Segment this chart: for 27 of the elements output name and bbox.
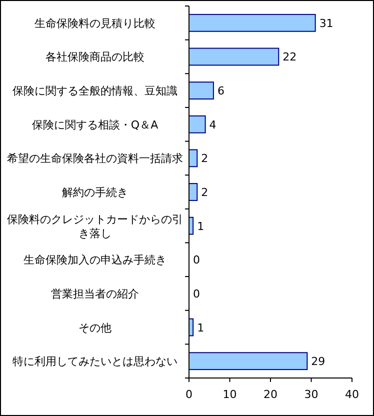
y-tick-label: 希望の生命保険各社の資料一括請求 [7,152,183,166]
x-tick-label: 40 [345,388,359,401]
y-tick-label: 保険に関する全般的情報、豆知識 [12,84,178,98]
data-label: 6 [217,84,224,98]
data-label: 2 [201,152,208,166]
y-tick-label: その他 [78,321,112,334]
data-label: 0 [193,254,200,267]
data-label: 1 [197,321,204,334]
data-label: 0 [193,287,200,300]
y-tick-label: 各社保険商品の比較 [46,50,144,64]
x-tick-label: 20 [264,388,278,401]
y-tick-label: 保険に関する相談・Q＆A [32,118,159,132]
x-tick-label: 10 [222,388,237,401]
y-tick-label: 営業担当者の紹介 [51,287,139,300]
y-tick-label: 保険料のクレジットカードからの引き落し [7,212,183,240]
data-label: 1 [197,220,204,233]
data-label: 22 [282,50,297,64]
data-label: 2 [201,186,208,199]
x-tick-label: 0 [186,388,192,401]
y-tick-label: 生命保険加入の申込み手続き [24,254,166,267]
data-label: 29 [311,355,326,368]
y-tick-label: 解約の手続き [62,186,128,199]
y-tick-label: 特に利用してみたいとは思わない [12,355,178,368]
x-tick-label: 30 [304,388,318,401]
data-label: 31 [319,16,334,30]
data-label: 4 [209,118,216,132]
y-tick-label: 生命保険料の見積り比較 [34,16,156,30]
